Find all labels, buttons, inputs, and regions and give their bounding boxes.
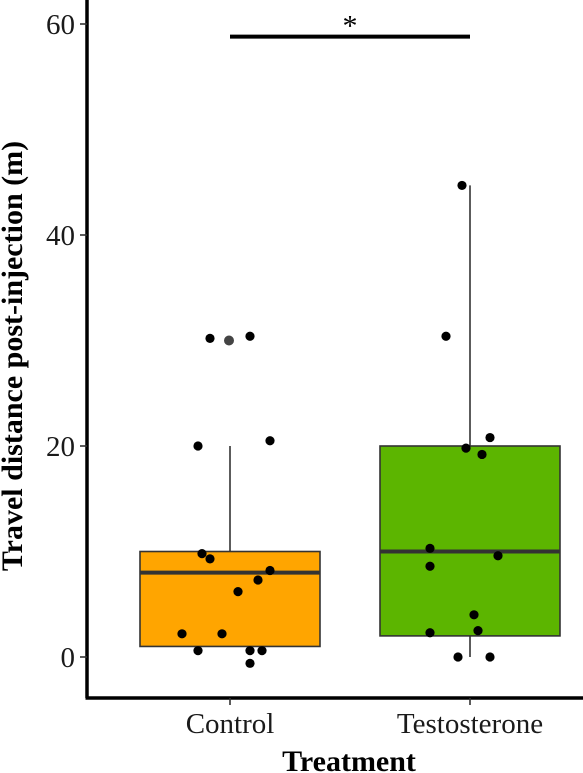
box-iqr <box>379 445 561 637</box>
data-point <box>205 333 215 343</box>
data-point <box>245 331 255 341</box>
data-point <box>485 432 495 443</box>
data-point <box>193 441 203 451</box>
data-point <box>257 646 267 656</box>
x-tick-label: Control <box>186 708 275 740</box>
data-point <box>197 549 207 559</box>
y-tick-label: 40 <box>46 220 75 252</box>
data-point <box>469 610 479 620</box>
y-tick-label: 0 <box>61 642 76 674</box>
data-point <box>453 652 463 662</box>
box-iqr <box>139 550 321 648</box>
box-group-control <box>139 331 321 668</box>
axes: 0 20 40 60 Control Testosterone <box>46 0 583 740</box>
data-point <box>461 443 471 453</box>
plot-area: * <box>139 10 561 668</box>
data-point <box>245 658 255 668</box>
data-point <box>217 629 227 639</box>
data-point <box>441 331 451 341</box>
data-point <box>485 652 495 662</box>
data-point <box>177 629 187 639</box>
data-point <box>253 575 263 585</box>
data-point <box>205 554 215 564</box>
data-point <box>265 436 275 446</box>
data-point <box>245 646 255 656</box>
x-tick-label: Testosterone <box>397 708 543 740</box>
y-tick-label: 20 <box>46 431 75 463</box>
data-point <box>457 180 467 191</box>
data-point <box>193 646 203 656</box>
x-axis-title: Treatment <box>282 745 416 773</box>
data-point <box>265 565 275 576</box>
y-tick-label: 60 <box>46 9 75 41</box>
y-axis-title: Travel distance post-injection (m) <box>0 141 29 571</box>
data-point <box>425 543 435 553</box>
data-point <box>425 628 435 638</box>
data-point <box>477 449 487 460</box>
data-point <box>493 551 503 561</box>
box-group-testosterone <box>379 180 561 662</box>
data-point <box>233 586 243 597</box>
outlier-point <box>224 335 234 346</box>
data-point <box>425 561 435 571</box>
data-point <box>473 626 483 636</box>
significance-star: * <box>343 10 358 43</box>
